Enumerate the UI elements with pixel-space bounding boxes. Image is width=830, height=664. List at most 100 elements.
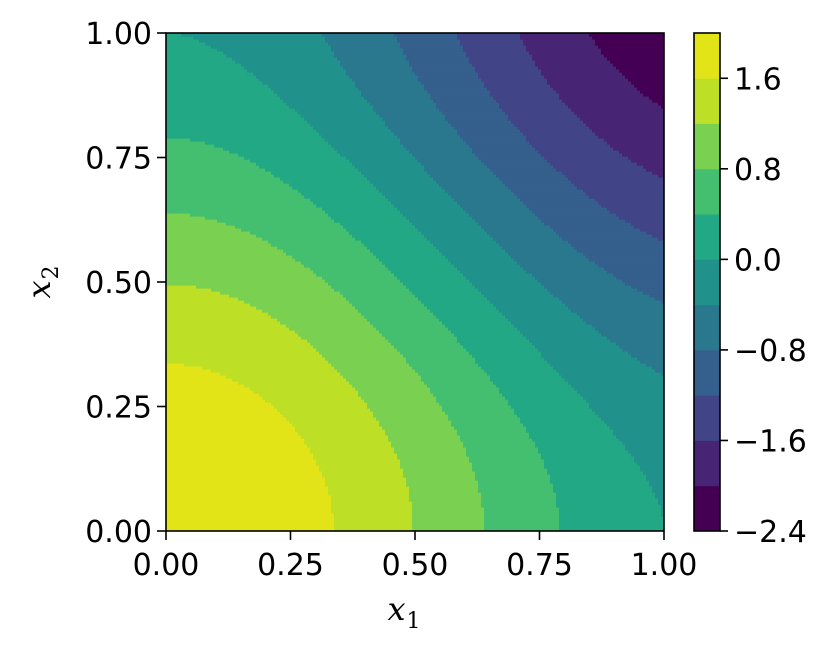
contour-cell (490, 486, 494, 490)
contour-cell (622, 516, 626, 520)
contour-cell (580, 528, 584, 531)
contour-cell (250, 471, 254, 475)
contour-cell (511, 474, 515, 478)
contour-cell (262, 501, 266, 505)
contour-cell (178, 528, 182, 531)
contour-cell (574, 489, 578, 493)
contour-cell (301, 507, 305, 511)
contour-cell (661, 486, 664, 490)
contour-cell (613, 498, 617, 502)
contour-cell (289, 495, 293, 499)
contour-cell (421, 519, 425, 523)
contour-cell (457, 525, 461, 529)
contour-cell (361, 498, 365, 502)
contour-cell (508, 492, 512, 496)
contour-cell (196, 519, 200, 523)
contour-cell (415, 522, 419, 526)
contour-cell (448, 468, 452, 472)
contour-cell (238, 486, 242, 490)
contour-cell (232, 471, 236, 475)
contour-cell (175, 483, 179, 487)
contour-cell (544, 522, 548, 526)
contour-cell (637, 528, 641, 531)
contour-cell (391, 483, 395, 487)
contour-cell (562, 516, 566, 520)
contour-cell (310, 489, 314, 493)
contour-cell (463, 504, 467, 508)
contour-cell (319, 501, 323, 505)
contour-cell (211, 516, 215, 520)
contour-cell (229, 480, 233, 484)
contour-cell (559, 525, 563, 529)
contour-cell (553, 471, 557, 475)
contour-cell (460, 498, 464, 502)
contour-cell (328, 516, 332, 520)
contour-cell (229, 492, 233, 496)
contour-cell (433, 507, 437, 511)
contour-cell (298, 480, 302, 484)
contour-cell (625, 483, 629, 487)
contour-cell (613, 486, 617, 490)
contour-cell (250, 513, 254, 517)
contour-cell (625, 492, 629, 496)
contour-cell (280, 507, 284, 511)
contour-cell (589, 474, 593, 478)
contour-cell (481, 504, 485, 508)
contour-cell (661, 513, 664, 517)
contour-cell (217, 507, 221, 511)
contour-cell (277, 513, 281, 517)
contour-cell (622, 513, 626, 517)
contour-cell (337, 507, 341, 511)
contour-cell (613, 492, 617, 496)
contour-cell (499, 522, 503, 526)
contour-cell (499, 495, 503, 499)
contour-cell (442, 492, 446, 496)
contour-cell (655, 528, 659, 531)
contour-cell (496, 489, 500, 493)
contour-cell (625, 525, 629, 529)
contour-cell (469, 528, 473, 531)
contour-cell (280, 522, 284, 526)
contour-cell (262, 495, 266, 499)
contour-cell (298, 528, 302, 531)
contour-cell (265, 498, 269, 502)
contour-cell (226, 528, 230, 531)
contour-cell (325, 504, 329, 508)
contour-cell (490, 516, 494, 520)
contour-cell (619, 477, 623, 481)
contour-cell (655, 522, 659, 526)
contour-cell (376, 477, 380, 481)
contour-cell (367, 471, 371, 475)
contour-cell (487, 504, 491, 508)
contour-cell (193, 504, 197, 508)
contour-cell (586, 522, 590, 526)
contour-cell (199, 489, 203, 493)
contour-cell (430, 519, 434, 523)
contour-cell (196, 525, 200, 529)
contour-cell (172, 507, 176, 511)
contour-cell (319, 477, 323, 481)
contour-cell (550, 525, 554, 529)
contour-cell (340, 477, 344, 481)
contour-cell (658, 474, 662, 478)
contour-cell (631, 486, 635, 490)
contour-cell (646, 477, 650, 481)
contour-cell (310, 474, 314, 478)
contour-cell (292, 504, 296, 508)
contour-cell (595, 471, 599, 475)
contour-cell (310, 492, 314, 496)
contour-cell (265, 501, 269, 505)
contour-cell (529, 522, 533, 526)
contour-cell (655, 489, 659, 493)
contour-cell (217, 516, 221, 520)
contour-cell (430, 471, 434, 475)
contour-cell (271, 474, 275, 478)
contour-cell (445, 468, 449, 472)
contour-cell (253, 513, 257, 517)
contour-cell (250, 504, 254, 508)
contour-cell (463, 483, 467, 487)
contour-cell (427, 510, 431, 514)
contour-cell (454, 486, 458, 490)
contour-cell (265, 486, 269, 490)
contour-cell (628, 471, 632, 475)
